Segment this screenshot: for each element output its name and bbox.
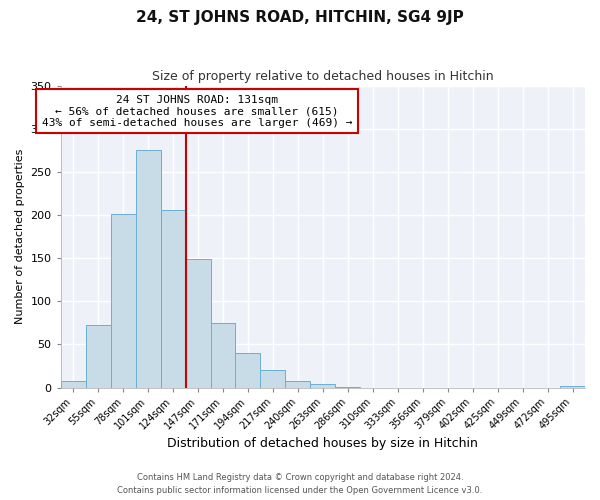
Bar bbox=[310, 384, 335, 388]
Bar bbox=[560, 386, 585, 388]
Bar bbox=[286, 382, 310, 388]
Y-axis label: Number of detached properties: Number of detached properties bbox=[15, 149, 25, 324]
Bar bbox=[211, 323, 235, 388]
Title: Size of property relative to detached houses in Hitchin: Size of property relative to detached ho… bbox=[152, 70, 494, 83]
Text: Contains HM Land Registry data © Crown copyright and database right 2024.
Contai: Contains HM Land Registry data © Crown c… bbox=[118, 474, 482, 495]
Bar bbox=[86, 324, 110, 388]
Text: 24, ST JOHNS ROAD, HITCHIN, SG4 9JP: 24, ST JOHNS ROAD, HITCHIN, SG4 9JP bbox=[136, 10, 464, 25]
Bar bbox=[185, 259, 211, 388]
Bar bbox=[335, 386, 361, 388]
X-axis label: Distribution of detached houses by size in Hitchin: Distribution of detached houses by size … bbox=[167, 437, 478, 450]
Bar bbox=[161, 210, 185, 388]
Text: 24 ST JOHNS ROAD: 131sqm
← 56% of detached houses are smaller (615)
43% of semi-: 24 ST JOHNS ROAD: 131sqm ← 56% of detach… bbox=[42, 94, 352, 128]
Bar bbox=[61, 382, 86, 388]
Bar bbox=[235, 353, 260, 388]
Bar bbox=[260, 370, 286, 388]
Bar bbox=[110, 214, 136, 388]
Bar bbox=[136, 150, 161, 388]
